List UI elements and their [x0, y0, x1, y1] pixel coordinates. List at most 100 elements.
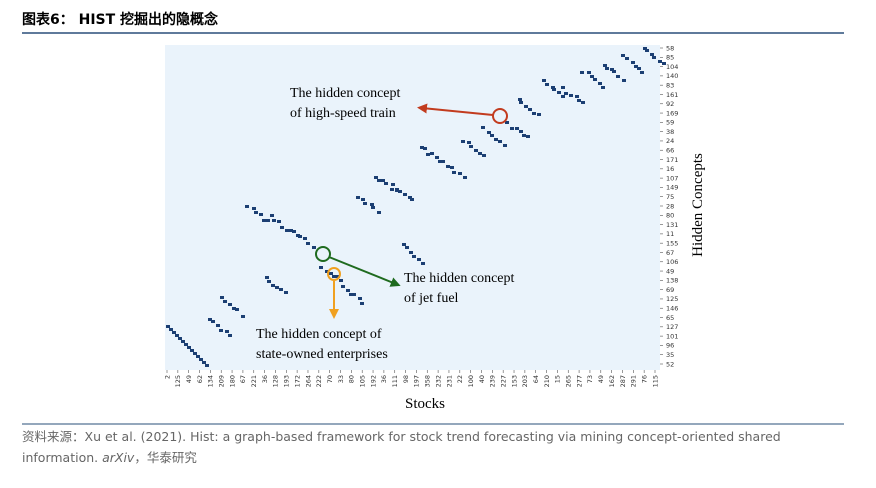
x-tick-label: 180	[228, 375, 236, 387]
heatmap-cell	[374, 176, 378, 179]
heatmap-cell	[280, 226, 284, 229]
heatmap-cell	[481, 126, 485, 129]
heatmap-cell	[420, 146, 424, 149]
x-tick-label: 98	[402, 375, 410, 383]
x-tick-label: 209	[218, 375, 226, 387]
heatmap-cell	[537, 113, 541, 116]
heatmap-cell	[640, 71, 644, 74]
heatmap-cell	[262, 219, 266, 222]
heatmap-cell	[361, 198, 365, 201]
x-tick-label: 239	[489, 375, 497, 387]
x-tick-label: 232	[434, 375, 442, 387]
x-tick-label: 197	[413, 375, 421, 387]
x-tick-label: 192	[369, 375, 377, 387]
arrow	[417, 103, 494, 116]
y-tick-label: 125	[666, 295, 678, 303]
heatmap-cell	[435, 156, 439, 159]
x-tick-label: 2	[163, 375, 171, 379]
heatmap-cell	[272, 219, 276, 222]
x-tick-label: 264	[304, 375, 312, 387]
heatmap-cell	[228, 334, 232, 337]
x-tick-label: 36	[261, 375, 269, 383]
heatmap-cell	[552, 88, 556, 91]
x-tick-label: 291	[630, 375, 638, 387]
x-tick-label: 80	[348, 375, 356, 383]
heatmap-cell	[381, 179, 385, 182]
heatmap-cell	[285, 229, 289, 232]
heatmap-cell	[371, 206, 375, 209]
heatmap-cell	[494, 138, 498, 141]
x-tick-label: 33	[337, 375, 345, 383]
x-tick-label: 193	[283, 375, 291, 387]
y-tick-label: 28	[666, 202, 674, 210]
x-tick-label: 125	[174, 375, 182, 387]
heatmap-cell	[228, 303, 232, 306]
annotation: state-owned enterprises	[256, 347, 388, 362]
heatmap-cell	[391, 183, 395, 186]
y-tick-label: 38	[666, 128, 674, 136]
x-tick-label: 227	[499, 375, 507, 387]
heatmap-cell	[341, 285, 345, 288]
heatmap-cell	[652, 56, 656, 59]
heatmap-cell	[306, 242, 310, 245]
y-tick-label: 138	[666, 277, 678, 285]
heatmap-cell	[532, 112, 536, 115]
heatmap-cell	[402, 243, 406, 246]
heatmap-cell	[232, 307, 236, 310]
heatmap-cell	[478, 152, 482, 155]
heatmap-cell	[219, 329, 223, 332]
heatmap-cell	[395, 188, 399, 191]
heatmap-cell	[184, 343, 188, 346]
highlight-circle	[327, 267, 341, 281]
x-tick-label: 22	[456, 375, 464, 383]
y-tick-label: 101	[666, 332, 678, 340]
heatmap-cell	[621, 54, 625, 57]
heatmap-cells	[166, 47, 666, 367]
x-tick-label: 358	[424, 375, 432, 387]
heatmap-cell	[610, 68, 614, 71]
heatmap-cell	[252, 207, 256, 210]
y-tick-label: 96	[666, 342, 674, 350]
heatmap-cell	[190, 349, 194, 352]
heatmap-cell	[564, 92, 568, 95]
x-tick-label: 49	[597, 375, 605, 383]
heatmap-cell	[631, 61, 635, 64]
highlight-circle	[492, 108, 508, 124]
heatmap-cell	[360, 302, 364, 305]
heatmap-cell	[577, 99, 581, 102]
heatmap-cell	[421, 262, 425, 265]
heatmap-cell	[634, 65, 638, 68]
heatmap-cell	[603, 64, 607, 67]
heatmap-cell	[469, 145, 473, 148]
heatmap-cell	[487, 131, 491, 134]
heatmap-cell	[405, 246, 409, 249]
heatmap-cell	[587, 71, 591, 74]
x-tick-label: 64	[532, 375, 540, 383]
heatmap-cell	[519, 101, 523, 104]
x-tick-label: 277	[575, 375, 583, 387]
heatmap-cell	[339, 279, 343, 282]
heatmap-cell	[498, 140, 502, 143]
x-tick-label: 15	[554, 375, 562, 383]
heatmap-cell	[423, 147, 427, 150]
heatmap-cell	[289, 229, 293, 232]
heatmap-bg	[165, 45, 660, 370]
annotation: The hidden concept	[404, 271, 515, 286]
heatmap-cell	[398, 190, 402, 193]
heatmap-cell	[298, 235, 302, 238]
heatmap-cell	[458, 172, 462, 175]
heatmap-cell	[515, 127, 519, 130]
heatmap-cell	[643, 47, 647, 50]
heatmap-cell	[254, 211, 258, 214]
heatmap-cell	[193, 352, 197, 355]
heatmap-cell	[430, 152, 434, 155]
heatmap-cell	[616, 75, 620, 78]
y-tick-label: 49	[666, 267, 674, 275]
heatmap-cell	[490, 134, 494, 137]
heatmap-cell	[417, 258, 421, 261]
y-tick-label: 106	[666, 258, 678, 266]
y-tick-label: 85	[666, 54, 674, 62]
heatmap-cell	[349, 293, 353, 296]
heatmap-cell	[259, 213, 263, 216]
heatmap-cell	[370, 203, 374, 206]
